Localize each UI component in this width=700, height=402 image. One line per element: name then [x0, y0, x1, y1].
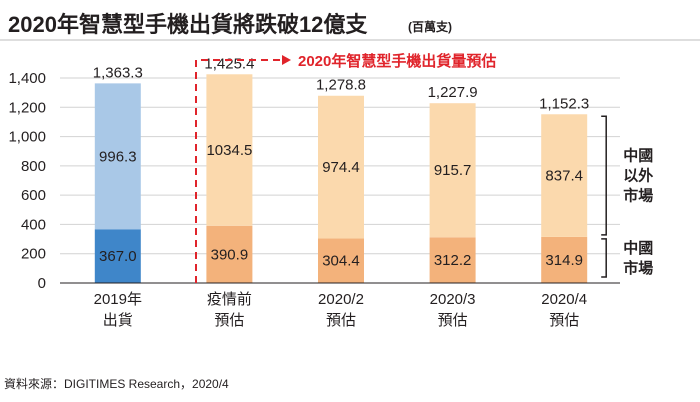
x-category-label: 疫情前 [207, 291, 252, 308]
bar-segment-china [94, 229, 141, 283]
forecast-dashed-marker [195, 59, 282, 283]
x-category-label: 預估 [549, 312, 579, 329]
chart-title: 2020年智慧型手機出貨將跌破12億支 [8, 12, 368, 37]
x-category-label: 2020/3 [430, 291, 476, 308]
x-category-label: 2020/2 [318, 291, 364, 308]
y-axis: 0 200 400 600 800 1,000 1,200 1,400 [8, 70, 620, 292]
x-category-label: 2020/4 [541, 291, 587, 308]
bars [94, 74, 588, 283]
other-value-label: 1034.5 [206, 142, 252, 159]
y-tick-label: 1,200 [8, 99, 46, 116]
y-tick-label: 1,400 [8, 70, 46, 87]
total-value-label: 1,363.3 [93, 64, 143, 81]
total-value-label: 1,152.3 [539, 95, 589, 112]
x-category-label: 預估 [326, 312, 356, 329]
bracket-label: 以外 [623, 167, 653, 185]
total-value-label: 1,425.4 [204, 55, 254, 72]
segment-bracket [601, 238, 607, 278]
bar-segment-china [318, 238, 364, 283]
other-value-label: 974.4 [322, 159, 360, 176]
china-value-label: 304.4 [322, 253, 360, 270]
bracket-label: 市場 [623, 259, 653, 277]
bar-segment-other [318, 95, 364, 239]
other-value-label: 996.3 [99, 148, 137, 165]
x-category-label: 預估 [438, 312, 468, 329]
bar-segment-other [429, 103, 476, 238]
y-tick-label: 400 [21, 216, 46, 233]
y-tick-label: 600 [21, 187, 46, 204]
total-value-label: 1,278.8 [316, 77, 366, 94]
china-value-label: 314.9 [545, 252, 583, 269]
y-tick-label: 800 [21, 158, 46, 175]
other-value-label: 837.4 [545, 168, 583, 185]
x-category-label: 預估 [214, 312, 244, 329]
bar-segment-other [94, 83, 141, 230]
china-value-label: 390.9 [211, 246, 249, 263]
bar-segment-china [206, 225, 253, 283]
x-category-label: 2019年 [94, 291, 142, 308]
bracket-label: 中國 [623, 147, 653, 165]
china-value-label: 367.0 [99, 248, 137, 265]
bar-segment-other [206, 74, 253, 226]
y-tick-label: 1,000 [8, 129, 46, 146]
y-tick-label: 0 [38, 275, 46, 292]
other-value-label: 915.7 [434, 162, 472, 179]
chart-unit: (百萬支) [408, 19, 452, 34]
source-note: 資料來源：DIGITIMES Research，2020/4 [4, 377, 229, 391]
bracket-label: 中國 [623, 239, 653, 257]
y-tick-label: 200 [21, 246, 46, 263]
bracket-label: 市場 [623, 187, 653, 205]
bar-segment-china [541, 236, 588, 283]
segment-bracket [601, 115, 607, 236]
bar-segment-other [541, 114, 588, 237]
china-value-label: 312.2 [434, 252, 472, 269]
bar-segment-china [429, 237, 476, 283]
total-value-label: 1,227.9 [428, 84, 478, 101]
forecast-label: 2020年智慧型手機出貨量預估 [298, 52, 496, 70]
x-category-label: 出貨 [103, 312, 133, 329]
forecast-arrow-icon [282, 55, 291, 65]
